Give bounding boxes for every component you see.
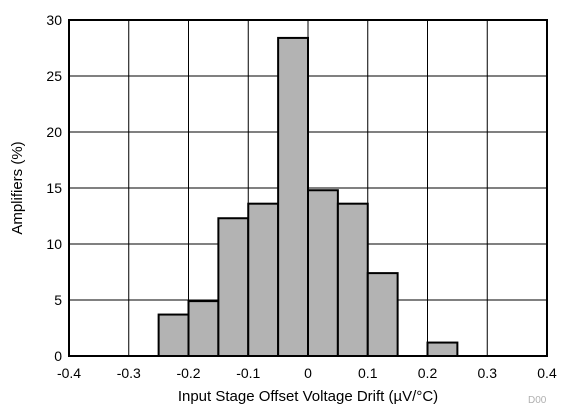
histogram-bar [366,272,399,357]
y-tick-label: 30 [46,12,62,28]
y-tick-label: 10 [46,236,62,252]
x-tick-label: -0.4 [57,365,81,381]
y-tick-label: 25 [46,68,62,84]
y-tick-label: 20 [46,124,62,140]
x-tick-label: 0.2 [418,365,438,381]
histogram-bar [157,313,190,357]
x-tick-label: 0.1 [358,365,378,381]
x-tick-label: -0.3 [117,365,141,381]
y-tick-label: 5 [54,292,62,308]
histogram-bar [426,341,459,357]
x-axis-title: Input Stage Offset Voltage Drift (µV/°C) [178,388,438,405]
histogram-bar [187,300,220,357]
histogram-bar [277,36,309,357]
histogram-bar [307,189,339,357]
x-tick-label: -0.1 [236,365,260,381]
x-tick-label: 0.3 [478,365,498,381]
histogram-bar [217,217,250,357]
x-tick-label: 0.4 [537,365,557,381]
x-axis-tick-labels: -0.4 -0.3 -0.2 -0.1 0 0.1 0.2 0.3 0.4 [57,365,557,381]
x-tick-label: -0.2 [176,365,200,381]
figure-id-watermark: D00 [528,395,547,406]
histogram-bars [157,36,459,357]
y-axis-tick-labels: 0 5 10 15 20 25 30 [46,12,62,364]
x-tick-label: 0 [304,365,312,381]
y-tick-label: 15 [46,180,62,196]
y-axis-title: Amplifiers (%) [9,141,26,234]
histogram-bar [247,202,280,357]
histogram-bar [336,202,369,357]
y-tick-label: 0 [54,348,62,364]
plot-frame [68,19,548,357]
